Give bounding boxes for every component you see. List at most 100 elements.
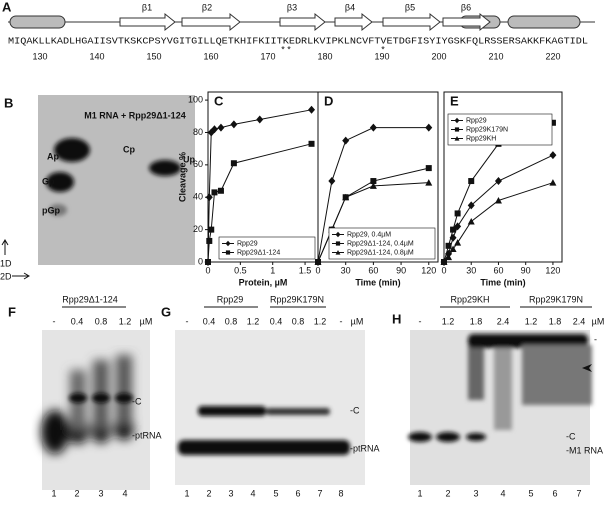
- marker: [208, 226, 215, 233]
- gel-bands: [41, 334, 592, 455]
- spot-label: Cp: [123, 144, 135, 154]
- panel-label: F: [8, 304, 16, 319]
- series-line: [207, 109, 312, 263]
- strand-label: β2: [202, 2, 212, 12]
- gel-spots: [46, 138, 181, 216]
- x-tick-label: 0.5: [234, 265, 247, 275]
- marker: [440, 258, 448, 265]
- strand-label: β6: [461, 2, 471, 12]
- gel-title: M1 RNA + Rpp29Δ1-124: [84, 110, 185, 120]
- x-axis-label: Protein, µM: [239, 277, 288, 287]
- x-tick-label: 120: [421, 265, 436, 275]
- residue-number: 140: [89, 51, 104, 61]
- panel-label: G: [161, 304, 171, 319]
- marker: [342, 193, 350, 201]
- lane-number: 2: [206, 488, 211, 498]
- protein-label: Rpp29Δ1-124: [62, 294, 118, 304]
- band-label: -ptRNA: [350, 443, 380, 453]
- concentration: 1.8: [549, 316, 562, 326]
- marker: [369, 123, 377, 132]
- marker: [211, 189, 218, 196]
- concentration: 0.8: [95, 316, 108, 326]
- panel-label: H: [392, 311, 401, 326]
- marker: [549, 179, 557, 186]
- residue-number: 160: [203, 51, 218, 61]
- marker: [217, 123, 225, 132]
- x-axis-label: Time (min): [355, 277, 400, 287]
- marker: [308, 140, 315, 147]
- band-label: -ptRNA: [132, 430, 162, 440]
- x-tick-label: 90: [521, 265, 531, 275]
- legend-label: Rpp29KH: [466, 135, 496, 142]
- marker: [328, 177, 336, 186]
- marker: [449, 245, 457, 253]
- strand-label: β1: [142, 2, 152, 12]
- secondary-structure: [8, 12, 595, 32]
- concentration: 0.8: [225, 316, 238, 326]
- y-tick-label: 40: [193, 192, 203, 202]
- residue-number: 170: [260, 51, 275, 61]
- protein-label: Rpp29K179N: [270, 294, 324, 304]
- unit-label: µM: [592, 316, 605, 326]
- marker: [454, 117, 460, 124]
- marker: [494, 177, 502, 186]
- legend: [447, 113, 553, 146]
- concentration: 0.8: [292, 316, 305, 326]
- unit-label: µM: [140, 316, 153, 326]
- legend-label: Rpp29: [466, 117, 487, 124]
- band-label: -C: [132, 396, 142, 406]
- lane-number: 1: [184, 488, 189, 498]
- unit-label: µM: [351, 316, 364, 326]
- concentration: 1.2: [119, 316, 132, 326]
- marker: [445, 253, 453, 261]
- legend-label: Rpp29K179N: [466, 126, 508, 133]
- lane-number: 7: [317, 488, 322, 498]
- legend-label: Rpp29: [237, 240, 258, 247]
- concentration: 1.2: [314, 316, 327, 326]
- concentration: 1.8: [470, 316, 483, 326]
- legend-label: Rpp29Δ1-124, 0.4µM: [347, 240, 414, 247]
- marker: [205, 259, 211, 265]
- x-axis-label: Time (min): [480, 277, 525, 287]
- marker: [454, 210, 461, 217]
- panel-label: D: [324, 93, 333, 108]
- sequence: MIQAKLLKADLHGAIISVTKSKCPSYVGITGILLQETKHI…: [8, 36, 588, 47]
- marker: [369, 182, 377, 189]
- band-label: -M1 RNA: [566, 445, 603, 455]
- lane-number: 3: [473, 488, 478, 498]
- marker: [370, 178, 377, 185]
- arrowhead: [582, 364, 592, 372]
- y-tick-label: 80: [193, 127, 203, 137]
- x-tick-label: 90: [396, 265, 406, 275]
- x-tick-label: 0: [205, 265, 210, 275]
- residue-number: 210: [488, 51, 503, 61]
- lane-number: 8: [338, 488, 343, 498]
- lane-number: 4: [500, 488, 505, 498]
- panel-label: C: [214, 93, 224, 108]
- marker: [335, 250, 341, 255]
- x-tick-label: 30: [341, 265, 351, 275]
- lane-number: 2: [445, 488, 450, 498]
- concentration: -: [186, 316, 189, 326]
- concentration: 2.4: [497, 316, 510, 326]
- x-tick-label: 1.5: [299, 265, 312, 275]
- series-line: [443, 154, 554, 263]
- concentration: -: [340, 316, 343, 326]
- marker: [468, 178, 475, 185]
- panel-label: B: [4, 95, 13, 110]
- marker: [549, 119, 556, 126]
- marker: [445, 242, 452, 249]
- lane-number: 2: [74, 488, 79, 498]
- residue-number: 150: [146, 51, 161, 61]
- marker: [454, 239, 462, 246]
- marker: [549, 151, 557, 160]
- marker: [425, 179, 433, 186]
- marker: [308, 105, 316, 114]
- concentration: -: [53, 316, 56, 326]
- plot-frame: [443, 91, 563, 263]
- lane-number: 6: [552, 488, 557, 498]
- strand-label: β5: [405, 2, 415, 12]
- concentration: 1.2: [442, 316, 455, 326]
- band-label: -C: [566, 431, 576, 441]
- lane-number: 5: [528, 488, 533, 498]
